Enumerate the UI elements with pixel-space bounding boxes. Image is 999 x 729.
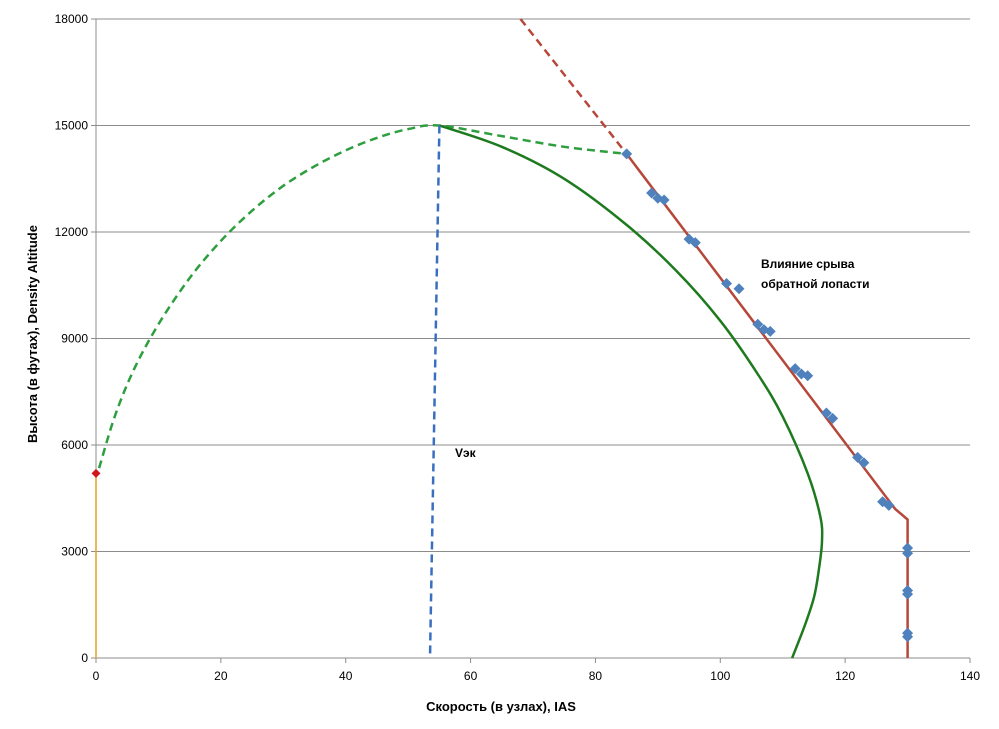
tick-label-x-140: 140 <box>960 669 980 683</box>
point-blue-diamond-points-13 <box>802 370 814 382</box>
series-red-dashed-extension <box>519 18 628 155</box>
annotation-stall-line-2: обратной лопасти <box>761 277 870 291</box>
point-blue-diamond-points-6 <box>721 277 733 289</box>
point-blue-diamond-points-3 <box>658 194 670 206</box>
point-blue-diamond-points-0 <box>621 148 633 160</box>
tick-label-y-9000: 9000 <box>61 332 88 346</box>
tick-label-y-6000: 6000 <box>61 438 88 452</box>
grid-layer <box>96 18 970 552</box>
point-blue-diamond-points-15 <box>827 412 839 424</box>
point-blue-diamond-points-7 <box>733 283 745 295</box>
tick-label-x-20: 20 <box>214 669 228 683</box>
tick-label-x-80: 80 <box>589 669 603 683</box>
label-layer: Скорость (в узлах), IAS Высота (в футах)… <box>25 225 870 714</box>
point-red-diamond-point-0 <box>91 468 101 478</box>
tick-label-x-0: 0 <box>93 669 100 683</box>
series-green-dashed-envelope <box>97 123 627 469</box>
point-blue-diamond-points-5 <box>689 237 701 249</box>
point-blue-diamond-points-1 <box>646 187 658 199</box>
y-axis-title: Высота (в футах), Density Altitude <box>25 225 40 443</box>
point-blue-diamond-points-10 <box>764 325 776 337</box>
tick-label-x-120: 120 <box>835 669 855 683</box>
series-green-solid-curve <box>439 124 824 659</box>
point-blue-diamond-points-16 <box>852 451 864 463</box>
point-blue-diamond-points-23 <box>902 588 914 600</box>
tick-label-x-40: 40 <box>339 669 353 683</box>
annotation-stall-line-1: Влияние срыва <box>761 257 855 271</box>
axis-layer: 0 3000 6000 9000 12000 15000 18000 0 20 40 60 80 100… <box>55 12 981 683</box>
x-axis-title: Скорость (в узлах), IAS <box>426 699 576 714</box>
series-blue-dashed-vek <box>428 125 441 659</box>
series-red-solid-limit <box>625 153 909 658</box>
marker-layer <box>91 148 914 643</box>
annotation-vek: Vэк <box>455 446 477 460</box>
tick-label-y-12000: 12000 <box>55 225 89 239</box>
tick-label-x-100: 100 <box>710 669 730 683</box>
tick-label-y-3000: 3000 <box>61 545 88 559</box>
tick-label-y-15000: 15000 <box>55 119 89 133</box>
tick-label-y-18000: 18000 <box>55 12 89 26</box>
point-blue-diamond-points-11 <box>789 363 801 375</box>
point-blue-diamond-points-19 <box>883 499 895 511</box>
point-blue-diamond-points-25 <box>902 631 914 643</box>
point-blue-diamond-points-14 <box>820 407 832 419</box>
point-blue-diamond-points-17 <box>858 457 870 469</box>
point-blue-diamond-points-8 <box>752 318 764 330</box>
point-blue-diamond-points-21 <box>902 547 914 559</box>
tick-label-y-0: 0 <box>81 651 88 665</box>
tick-label-x-60: 60 <box>464 669 478 683</box>
